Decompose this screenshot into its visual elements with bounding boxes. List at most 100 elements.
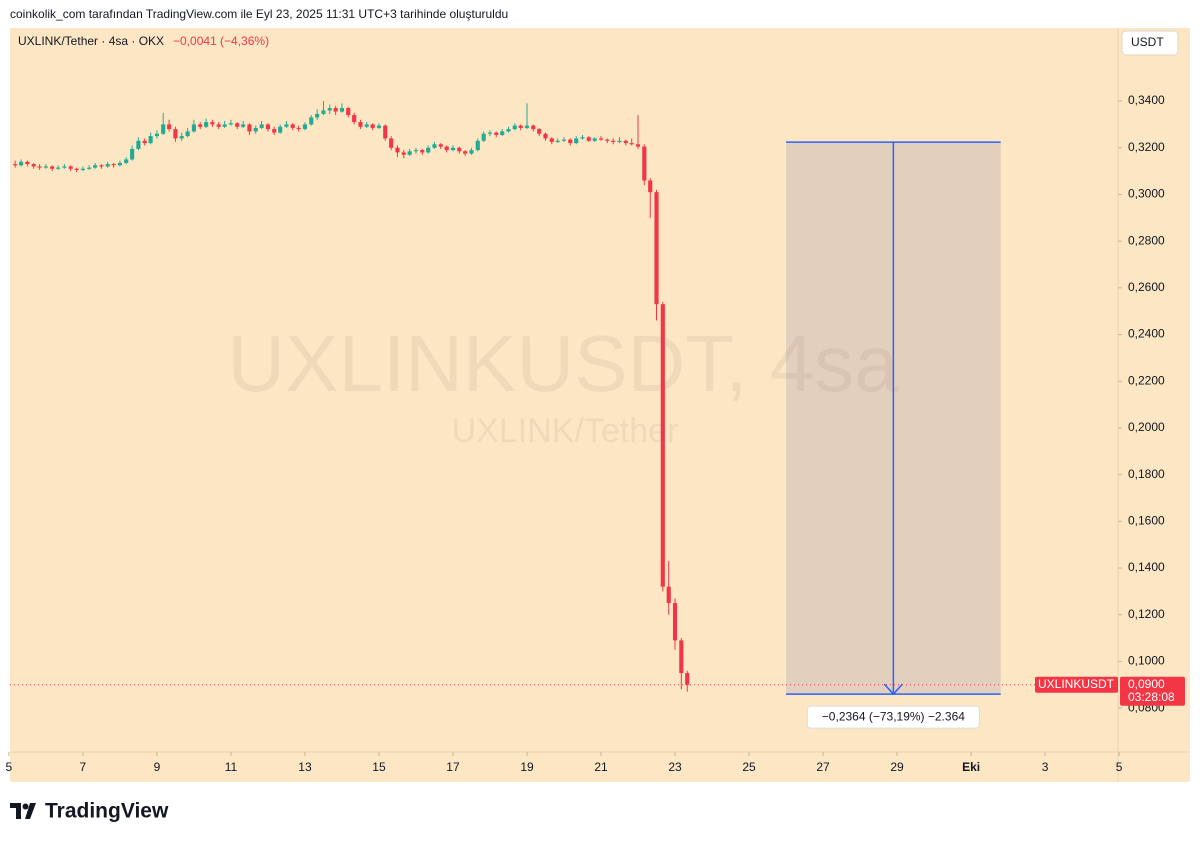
candle-body (247, 124, 252, 132)
candle-body (444, 146, 449, 151)
candle-body (296, 127, 301, 130)
y-tick-label: 0,1400 (1128, 560, 1165, 574)
candle-body (426, 147, 431, 153)
candle-body (278, 126, 283, 133)
x-tick-label: 11 (225, 760, 238, 774)
candle-body (586, 137, 591, 141)
legend-symbol: UXLINK/Tether · 4sa · OKX (18, 34, 164, 48)
x-tick-label: 21 (594, 760, 608, 774)
candle-body (629, 143, 634, 145)
candle-body (506, 129, 511, 132)
candle-body (105, 164, 110, 167)
candle-body (623, 140, 628, 144)
candle-body (654, 192, 659, 305)
candle-body (56, 167, 61, 169)
measure-label-box (806, 705, 980, 729)
candle-body (62, 166, 67, 168)
candle-body (37, 166, 42, 168)
ticker-tag (1035, 676, 1118, 693)
brand-name: TradingView (45, 800, 169, 823)
candle-body (265, 124, 271, 130)
x-tick-label: 19 (520, 760, 534, 774)
candle-body (605, 139, 610, 141)
candle-body (685, 673, 690, 685)
y-tick-label: 0,1800 (1128, 467, 1165, 481)
candle-body (80, 168, 85, 170)
candle-body (481, 133, 486, 141)
candle-body (642, 146, 647, 181)
y-tick-label: 0,3400 (1128, 93, 1165, 107)
candle-body (228, 123, 234, 125)
candle-body (549, 138, 554, 142)
candle-body (420, 150, 425, 153)
x-tick-label: 5 (6, 760, 13, 774)
candle-body (389, 138, 394, 148)
candle-body (253, 127, 258, 132)
currency-button[interactable] (1121, 30, 1179, 56)
candle-body (130, 148, 135, 160)
candle-body (87, 167, 92, 169)
candle-body (413, 150, 419, 152)
x-tick-label: 29 (890, 760, 904, 774)
y-tick-label: 0,3200 (1128, 140, 1165, 154)
candle-body (617, 140, 622, 142)
candle-body (500, 131, 505, 135)
candle-body (376, 125, 382, 128)
chart-background (10, 28, 1190, 782)
candle-body (327, 108, 332, 111)
ticker-label: UXLINKUSDT (1038, 677, 1115, 691)
x-tick-label: Eki (962, 760, 980, 774)
candle-body (407, 151, 412, 155)
candle-body (352, 115, 357, 123)
candle-body (290, 124, 295, 128)
candle-body (580, 137, 585, 139)
y-tick-label: 0,1000 (1128, 654, 1165, 668)
candle-body (309, 117, 314, 125)
candle-body (74, 168, 79, 170)
candle-body (235, 123, 240, 127)
candle-body (611, 140, 616, 142)
candle-body (50, 166, 55, 169)
candle-body (370, 124, 375, 128)
candle-body (136, 140, 141, 149)
candle-body (487, 132, 493, 134)
candle-body (383, 125, 388, 139)
candle-body (555, 140, 560, 142)
candle-body (142, 140, 147, 144)
candle-body (25, 161, 30, 165)
y-tick-label: 0,2800 (1128, 233, 1165, 247)
candle-body (438, 144, 443, 147)
header: coinkolik_com tarafından TradingView.com… (10, 7, 508, 21)
y-tick-label: 0,2400 (1128, 327, 1165, 341)
candle-body (512, 125, 517, 130)
candle-body (198, 124, 203, 127)
candle-body (457, 147, 462, 152)
currency-label[interactable]: USDT (1131, 35, 1164, 49)
candle-body (450, 147, 456, 151)
candle-body (99, 165, 104, 167)
candle-body (679, 640, 684, 674)
candle-body (432, 144, 437, 148)
x-tick-label: 13 (298, 760, 312, 774)
candle-body (43, 166, 48, 168)
candle-body (358, 122, 363, 127)
y-tick-label: 0,2000 (1128, 420, 1165, 434)
candle-body (179, 136, 184, 139)
candle-body (475, 140, 480, 151)
x-tick-label: 23 (668, 760, 682, 774)
candle-body (31, 164, 36, 167)
candle-body (666, 586, 671, 604)
y-tick-label: 0,3000 (1128, 187, 1165, 201)
candle-body (124, 159, 129, 163)
candle-body (154, 133, 159, 137)
price-tag (1120, 676, 1185, 706)
x-tick-label: 3 (1042, 760, 1049, 774)
candle-body (543, 133, 548, 139)
x-tick-label: 5 (1116, 760, 1123, 774)
candle-body (598, 138, 604, 140)
measure-label: −0,2364 (−73,19%) −2.364 (822, 709, 965, 723)
candle-body (339, 108, 345, 112)
candle-body (185, 131, 190, 137)
